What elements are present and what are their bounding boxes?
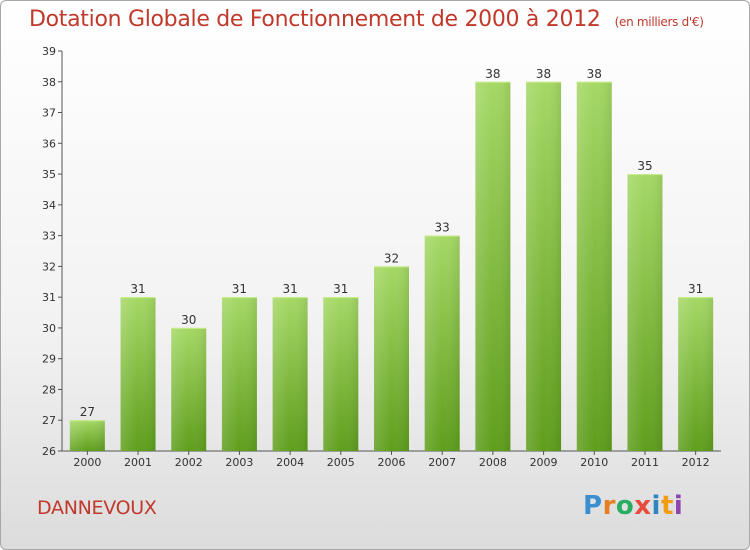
proxiti-logo[interactable]: Proxiti — [583, 491, 684, 521]
bar-shade-2012 — [678, 297, 714, 451]
x-tick-label: 2005 — [327, 456, 355, 469]
bar-shade-2009 — [526, 81, 562, 452]
bar-value-label: 30 — [181, 313, 196, 327]
bar-value-label: 38 — [587, 67, 602, 81]
x-tick-label: 2008 — [479, 456, 507, 469]
bar-value-label: 31 — [688, 282, 703, 296]
y-tick-label: 27 — [42, 414, 56, 427]
bar-value-label: 27 — [80, 405, 95, 419]
bar-shade-2007 — [424, 235, 460, 451]
bar-value-label: 32 — [384, 251, 399, 265]
bar-value-label: 38 — [485, 67, 500, 81]
y-tick-label: 32 — [42, 260, 56, 273]
chart-title: Dotation Globale de Fonctionnement de 20… — [29, 7, 704, 32]
bar-shade-2006 — [374, 266, 409, 451]
y-tick-label: 35 — [42, 168, 56, 181]
y-tick-label: 34 — [42, 199, 56, 212]
y-tick-label: 33 — [42, 230, 56, 243]
bar-shade-2010 — [576, 81, 612, 452]
x-tick-label: 2007 — [428, 456, 456, 469]
title-text: Dotation Globale de Fonctionnement de 20… — [29, 7, 601, 32]
x-tick-label: 2009 — [530, 456, 558, 469]
city-name: DANNEVOUX — [37, 497, 157, 519]
x-tick-label: 2012 — [682, 456, 710, 469]
x-tick-label: 2001 — [124, 456, 152, 469]
bar-value-label: 31 — [282, 282, 297, 296]
y-tick-label: 36 — [42, 137, 56, 150]
y-tick-label: 37 — [42, 107, 56, 120]
bar-shade-2001 — [120, 297, 156, 451]
bar-shade-2003 — [221, 297, 257, 451]
bar-value-label: 31 — [333, 282, 348, 296]
x-tick-label: 2004 — [276, 456, 304, 469]
x-tick-label: 2000 — [73, 456, 101, 469]
bar-shade-2008 — [475, 81, 511, 452]
y-tick-label: 28 — [42, 383, 56, 396]
bar-value-label: 31 — [130, 282, 145, 296]
bar-shade-2004 — [272, 297, 308, 451]
y-tick-label: 38 — [42, 76, 56, 89]
y-tick-label: 26 — [42, 445, 56, 458]
x-tick-label: 2003 — [225, 456, 253, 469]
x-tick-label: 2011 — [631, 456, 659, 469]
x-tick-label: 2002 — [175, 456, 203, 469]
bar-value-label: 31 — [232, 282, 247, 296]
bar-shade-2005 — [323, 297, 359, 451]
unit-label: (en milliers d'€) — [614, 15, 704, 29]
bar-shade-2011 — [627, 174, 663, 452]
bar-value-label: 33 — [435, 221, 450, 235]
bar-shade-2000 — [69, 420, 105, 451]
x-tick-label: 2010 — [580, 456, 608, 469]
bar-value-label: 35 — [637, 159, 652, 173]
y-tick-label: 30 — [42, 322, 56, 335]
y-tick-label: 29 — [42, 353, 56, 366]
y-tick-label: 39 — [42, 45, 56, 58]
bar-shade-2002 — [171, 327, 207, 451]
y-tick-label: 31 — [42, 291, 56, 304]
bar-value-label: 38 — [536, 67, 551, 81]
x-tick-label: 2006 — [378, 456, 406, 469]
